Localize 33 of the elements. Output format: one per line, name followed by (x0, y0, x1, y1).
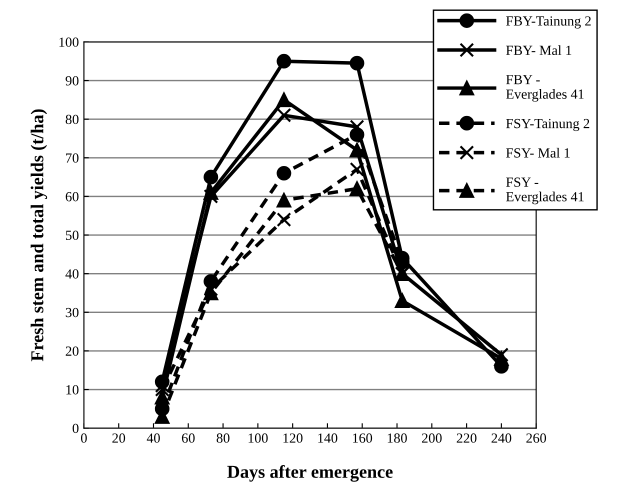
x-tick-label: 200 (422, 433, 442, 443)
y-tick-label: 70 (66, 153, 79, 163)
y-axis-title: Fresh stem and total yields (t/ha) (30, 109, 48, 362)
x-tick-label: 40 (146, 433, 160, 443)
x-tick-label: 120 (283, 433, 303, 443)
legend-label: FSY- Mal 1 (506, 148, 570, 158)
y-tick-label: 40 (65, 269, 79, 279)
x-tick-label: 160 (353, 433, 372, 443)
x-tick-label: 60 (182, 433, 195, 443)
x-tick-label: 20 (112, 433, 126, 443)
y-tick-label: 30 (66, 308, 79, 318)
x-axis-title: Days after emergence (227, 465, 393, 482)
y-tick-label: 0 (72, 424, 79, 434)
legend-label: FSY-Tainung 2 (506, 118, 590, 132)
y-tick-label: 20 (66, 346, 79, 356)
legend-label: FBY- Mal 1 (506, 45, 572, 56)
y-tick-label: 50 (66, 230, 79, 240)
y-tick-label: 60 (66, 192, 79, 202)
x-tick-label: 260 (526, 433, 546, 443)
x-tick-label: 180 (388, 433, 407, 443)
x-tick-label: 100 (248, 433, 268, 443)
legend-label: FBY - Everglades 41 (506, 75, 584, 102)
y-tick-label: 90 (66, 76, 79, 86)
y-tick-label: 10 (66, 385, 79, 394)
x-tick-label: 0 (80, 433, 87, 443)
x-tick-label: 220 (456, 433, 476, 443)
legend-label: FBY-Tainung 2 (506, 16, 591, 29)
x-tick-label: 140 (318, 433, 338, 443)
y-tick-label: 100 (59, 38, 79, 47)
y-tick-label: 80 (66, 114, 79, 124)
x-tick-label: 240 (492, 433, 512, 443)
legend-label: FSY - Everglades 41 (506, 178, 584, 204)
x-tick-label: 80 (216, 433, 230, 443)
